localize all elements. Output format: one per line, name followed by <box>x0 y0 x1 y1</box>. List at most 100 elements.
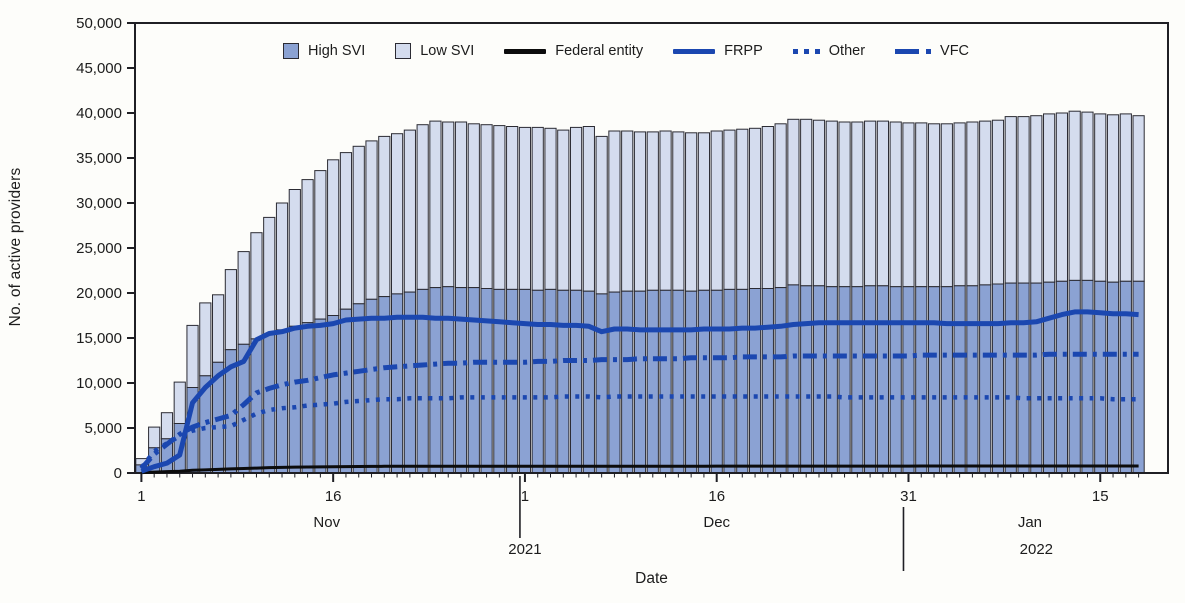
bar-high-svi <box>1043 281 1056 474</box>
bar-low-svi <box>493 125 506 290</box>
bar-low-svi <box>365 140 378 300</box>
x-axis-tick-label: 1 <box>137 488 145 505</box>
bar-high-svi <box>569 289 583 474</box>
line-vfc <box>139 351 1139 471</box>
bar-low-svi <box>748 127 762 289</box>
bar-high-svi <box>582 290 595 474</box>
bar-low-svi <box>390 133 404 295</box>
bar-low-svi <box>403 129 416 293</box>
y-axis-tick-label: 20,000 <box>76 285 122 302</box>
other-dotted-line-swatch-icon <box>792 48 820 54</box>
bar-high-svi <box>1004 282 1017 474</box>
bar-high-svi <box>838 286 851 474</box>
y-axis-tick-label: 5,000 <box>84 420 122 437</box>
bar-low-svi <box>1055 112 1068 282</box>
bar-low-svi <box>288 189 301 327</box>
bar-high-svi <box>250 338 263 474</box>
bar-high-svi <box>1119 280 1132 474</box>
high-svi-swatch-icon <box>283 43 299 59</box>
bar-high-svi <box>442 286 455 474</box>
line-federal-entity <box>141 464 1139 475</box>
bar-high-svi <box>327 315 340 474</box>
bar-low-svi <box>1119 113 1132 282</box>
bar-high-svi <box>953 285 966 474</box>
bar-low-svi <box>557 129 570 291</box>
bar-high-svi <box>723 288 736 474</box>
bar-high-svi <box>1081 279 1094 474</box>
bar-high-svi <box>314 318 327 474</box>
bar-low-svi <box>301 179 314 324</box>
bar-low-svi <box>864 120 877 287</box>
bar-low-svi <box>454 121 468 289</box>
bar-low-svi <box>1132 115 1145 282</box>
bar-high-svi <box>927 286 941 474</box>
bar-high-svi <box>1132 280 1145 474</box>
bar-low-svi <box>416 124 429 290</box>
bar-high-svi <box>429 287 442 474</box>
bar-high-svi <box>812 285 826 474</box>
legend: High SVI Low SVI Federal entity FRPP Oth… <box>283 43 969 59</box>
bar-low-svi <box>966 121 979 287</box>
bar-high-svi <box>851 286 864 474</box>
year-label: 2022 <box>1020 541 1053 558</box>
year-label: 2021 <box>508 541 541 558</box>
y-axis-tick-label: 15,000 <box>76 330 122 347</box>
bar-low-svi <box>186 324 199 388</box>
bar-low-svi <box>224 269 237 351</box>
bar-high-svi <box>339 308 353 474</box>
bar-high-svi <box>966 285 979 474</box>
y-axis-tick-label: 40,000 <box>76 105 122 122</box>
bar-high-svi <box>902 286 915 474</box>
y-axis-tick-label: 30,000 <box>76 195 122 212</box>
bar-low-svi <box>710 130 723 291</box>
bar-high-svi <box>697 289 711 474</box>
bar-low-svi <box>774 123 787 289</box>
bar-low-svi <box>1081 111 1094 281</box>
bar-low-svi <box>915 122 928 288</box>
bar-low-svi <box>672 131 685 291</box>
bar-high-svi <box>301 322 314 474</box>
bar-low-svi <box>736 128 749 290</box>
legend-label: Federal entity <box>555 43 644 59</box>
bar-high-svi <box>454 287 468 474</box>
bar-high-svi <box>275 329 289 474</box>
bar-high-svi <box>557 289 570 474</box>
bar-low-svi <box>314 170 327 320</box>
line-frpp <box>140 309 1139 474</box>
bar-high-svi <box>940 286 953 474</box>
bar-low-svi <box>212 294 225 363</box>
bar-high-svi <box>646 289 659 474</box>
bar-low-svi <box>889 121 902 288</box>
bar-low-svi <box>851 121 864 288</box>
bar-low-svi <box>378 135 391 298</box>
bar-low-svi <box>339 152 353 310</box>
bar-low-svi <box>633 131 647 292</box>
bar-low-svi <box>787 118 800 286</box>
legend-label: High SVI <box>308 43 366 59</box>
legend-item-frpp: FRPP <box>673 43 763 59</box>
bar-high-svi <box>518 288 532 474</box>
y-axis-tick-label: 25,000 <box>76 240 122 257</box>
bar-low-svi <box>902 122 915 288</box>
x-axis-tick-label: 1 <box>521 488 529 505</box>
bar-low-svi <box>442 121 455 288</box>
bar-low-svi <box>582 126 595 292</box>
x-axis-tick-label: 31 <box>900 488 917 505</box>
bar-high-svi <box>736 288 749 474</box>
bar-low-svi <box>723 129 736 290</box>
y-axis-title: No. of active providers <box>7 167 24 327</box>
bar-low-svi <box>518 126 532 290</box>
line-other <box>139 394 1139 469</box>
bar-low-svi <box>621 130 634 292</box>
legend-item-low-svi: Low SVI <box>395 43 474 59</box>
month-label: Nov <box>313 514 340 531</box>
bar-low-svi <box>531 126 544 291</box>
legend-item-high-svi: High SVI <box>283 43 365 59</box>
bar-high-svi <box>352 303 365 474</box>
bar-low-svi <box>608 130 621 293</box>
legend-label: Low SVI <box>420 43 475 59</box>
bar-high-svi <box>659 289 672 474</box>
y-axis-tick-label: 50,000 <box>76 15 122 32</box>
bar-high-svi <box>876 285 890 474</box>
